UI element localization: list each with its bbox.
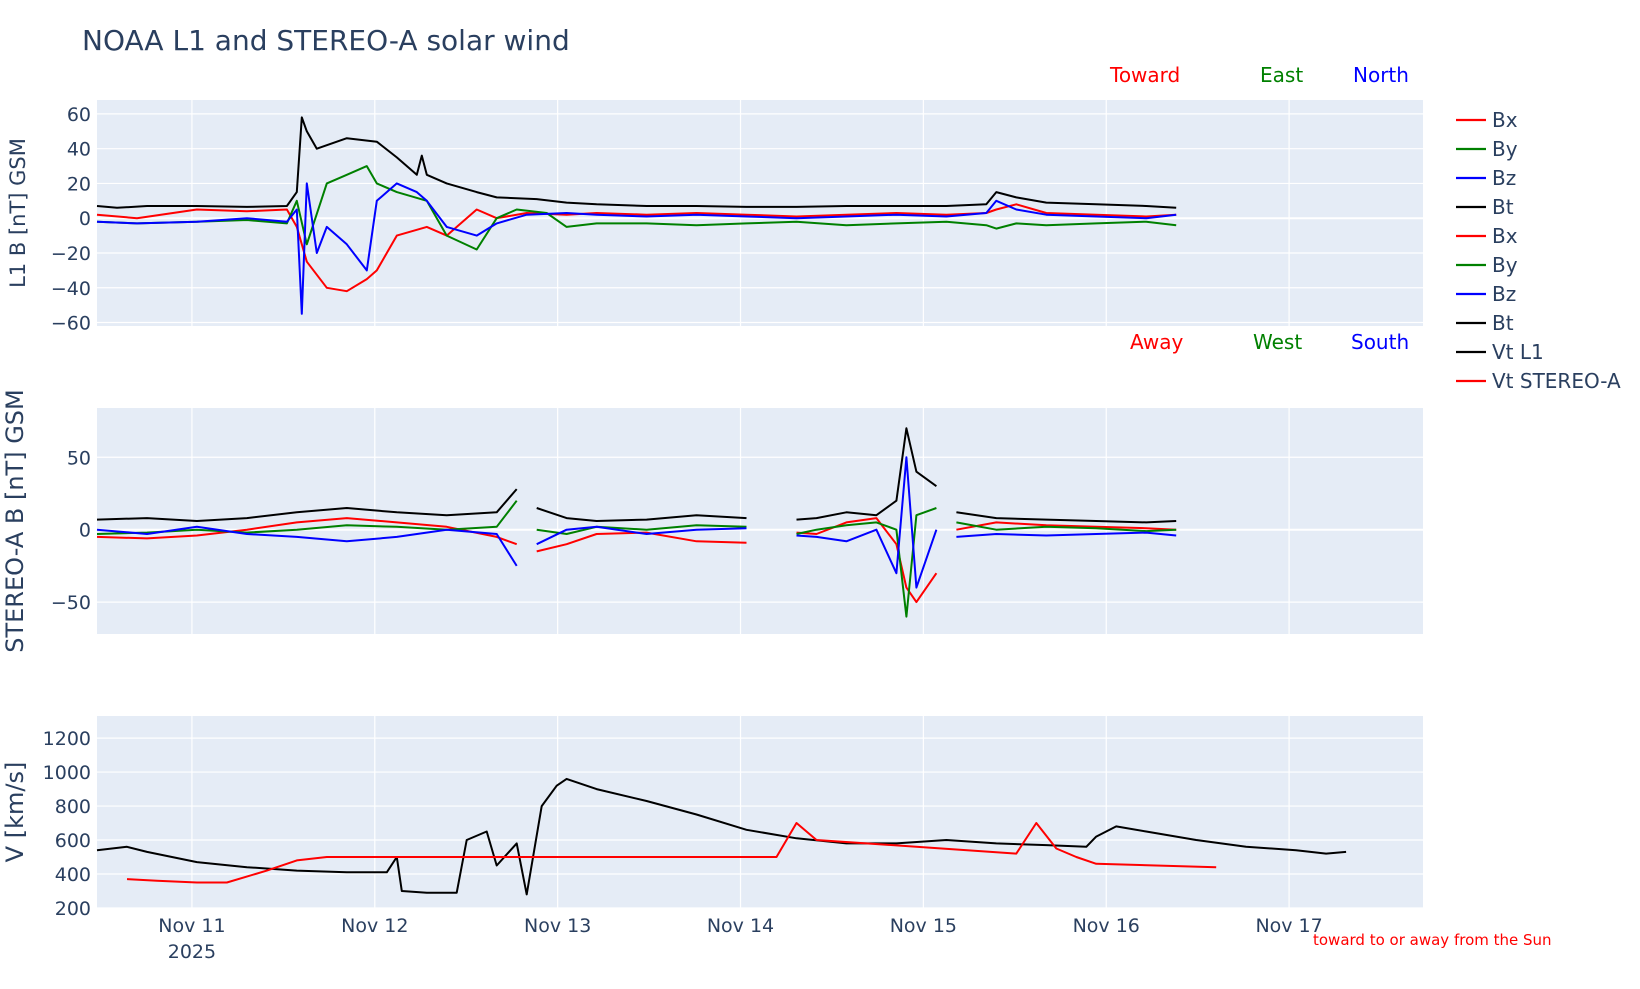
series-line-bx [96,517,1177,604]
legend-label: Bx [1492,108,1518,132]
legend-item[interactable]: By [1456,253,1518,277]
legend-label: Bx [1492,224,1518,248]
y-axis-title: V [km/s] [1,762,29,863]
legend-label: Bt [1492,195,1514,219]
series-line-bz [96,182,1177,315]
legend-label: Bz [1492,282,1516,306]
legend-label: Bz [1492,166,1516,190]
series-line-bt [96,116,1177,209]
series-line-bx [96,203,1177,293]
x-tick-label: Nov 13 [524,915,591,937]
legend-item[interactable]: Vt STEREO-A [1456,369,1621,393]
y-tick-label: 600 [55,830,91,852]
plot-area [97,100,1423,326]
y-tick-label: 0 [79,208,91,230]
legend-label: By [1492,253,1518,277]
y-axis-title: STEREO-A B [nT] GSM [1,389,29,653]
x-tick-label: Nov 11 [158,915,225,937]
y-tick-label: 800 [55,796,91,818]
legend-item[interactable]: Bz [1456,282,1516,306]
y-tick-label: 1000 [43,762,91,784]
series-line-bz [96,456,1177,589]
series-line-bt [96,427,1177,524]
series-line-by [96,165,1177,251]
y-tick-label: 60 [67,104,91,126]
y-tick-label: 50 [67,447,91,469]
series-line-vt-l1 [96,777,1347,896]
x-tick-label: Nov 17 [1255,915,1322,937]
direction-labels-top: Toward East North [1109,63,1409,87]
y-tick-label: 200 [55,898,91,920]
direction-labels-bottom: Away West South [1130,330,1409,354]
y-tick-label: −60 [51,313,91,335]
x-tick-label: Nov 16 [1073,915,1140,937]
l1-magnetic-field-panel: 60 40 20 0 −20 −40 −60 L1 B [nT] GSM [6,100,1423,335]
direction-label-east: East [1260,63,1303,87]
x-tick-label: Nov 15 [890,915,957,937]
y-tick-label: 40 [67,139,91,161]
legend-item[interactable]: By [1456,137,1518,161]
y-tick-label: −40 [51,278,91,300]
y-tick-label: 20 [67,173,91,195]
legend-item[interactable]: Bt [1456,195,1514,219]
y-tick-label: −50 [51,592,91,614]
x-axis: Nov 11 Nov 12 Nov 13 Nov 14 Nov 15 Nov 16 Nov … [158,915,1322,963]
legend-item[interactable]: Bx [1456,224,1518,248]
sun-direction-note: toward to or away from the Sun [1313,931,1552,949]
legend-item[interactable]: Bt [1456,311,1514,335]
plot-area [97,408,1423,634]
series-line-vt-stereo-a [126,822,1217,884]
direction-label-west: West [1253,330,1302,354]
legend-item[interactable]: Vt L1 [1456,340,1544,364]
velocity-panel: 1200 1000 800 600 400 200 V [km/s] [1,716,1423,920]
x-tick-label: Nov 12 [341,915,408,937]
direction-label-south: South [1351,330,1409,354]
y-tick-label: 1200 [43,728,91,750]
legend-item[interactable]: Bx [1456,108,1518,132]
legend-label: Vt L1 [1492,340,1544,364]
direction-label-north: North [1353,63,1409,87]
legend-label: Bt [1492,311,1514,335]
legend: Bx By Bz Bt Bx By Bz Bt Vt L1 Vt STEREO-A [1456,108,1621,393]
series-line-by [96,500,1177,618]
y-axis-title: L1 B [nT] GSM [6,138,30,288]
legend-item[interactable]: Bz [1456,166,1516,190]
legend-label: By [1492,137,1518,161]
stereo-a-magnetic-field-panel: 50 0 −50 STEREO-A B [nT] GSM [1,389,1423,653]
direction-label-away: Away [1130,330,1183,354]
y-tick-label: −20 [51,243,91,265]
y-tick-label: 0 [79,520,91,542]
x-tick-label: Nov 14 [707,915,774,937]
x-year-label: 2025 [168,941,216,963]
y-tick-label: 400 [55,864,91,886]
chart-title: NOAA L1 and STEREO-A solar wind [82,24,570,57]
direction-label-toward: Toward [1109,63,1180,87]
plot-area [97,716,1423,908]
legend-label: Vt STEREO-A [1492,369,1621,393]
